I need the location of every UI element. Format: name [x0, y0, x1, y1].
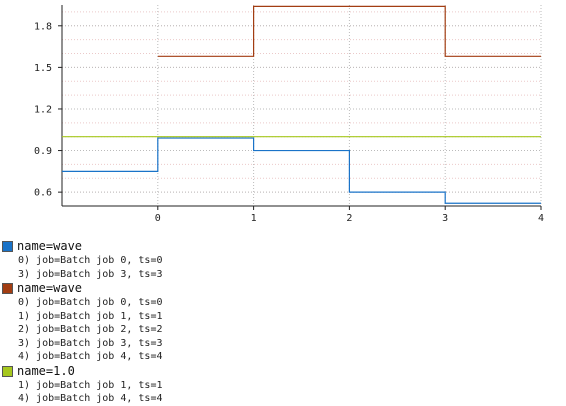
x-tick-label: 2 — [346, 213, 352, 224]
x-tick-label: 3 — [442, 213, 448, 224]
tick-labels: 0.6 0.9 1.2 1.5 1.8 0 1 2 3 4 — [34, 21, 544, 224]
legend-series-name: name=wave — [17, 239, 83, 253]
x-tick-label: 1 — [251, 213, 257, 224]
legend-item: 0) job=Batch job 0, ts=0 — [18, 297, 163, 308]
legend-entry: name=wave — [2, 281, 562, 296]
legend-item: 4) job=Batch job 4, ts=4 — [18, 393, 163, 404]
legend: name=wave 0) job=Batch job 0, ts=0 3) job=… — [2, 239, 562, 406]
y-tick-label: 0.6 — [34, 188, 52, 199]
grid-lines — [62, 5, 542, 207]
legend-group-1: name=wave 0) job=Batch job 0, ts=0 1) job=… — [2, 281, 562, 364]
y-tick-label: 1.5 — [34, 63, 52, 74]
legend-group-0: name=wave 0) job=Batch job 0, ts=0 3) job=… — [2, 239, 562, 281]
y-tick-label: 1.2 — [34, 104, 52, 115]
legend-item: 1) job=Batch job 1, ts=1 — [18, 379, 163, 391]
legend-entry: name=1.0 — [2, 364, 562, 379]
legend-swatch — [2, 283, 13, 294]
y-tick-label: 1.8 — [34, 21, 52, 32]
legend-item: 3) job=Batch job 3, ts=3 — [18, 337, 163, 349]
axes — [58, 5, 542, 210]
legend-swatch — [2, 365, 13, 377]
legend-item: 2) job=Batch job 2, ts=2 — [18, 324, 163, 335]
legend-series-name: name=wave — [17, 281, 83, 295]
series-line-0 — [62, 137, 541, 204]
y-tick-label: 0.9 — [34, 146, 52, 157]
chart-plot: 0.6 0.9 1.2 1.5 1.8 0 1 2 3 4 — [34, 5, 544, 224]
legend-item: 4) job=Batch job 4, ts=4 — [18, 351, 163, 362]
legend-item: 1) job=Batch job 1, ts=1 — [18, 310, 163, 322]
legend-item: 0) job=Batch job 0, ts=0 — [18, 255, 163, 266]
legend-series-name: name=1.0 — [17, 363, 75, 378]
legend-swatch — [2, 241, 13, 252]
series-lines — [62, 5, 541, 204]
x-tick-label: 4 — [538, 213, 544, 224]
x-tick-label: 0 — [155, 213, 161, 224]
legend-group-2: name=1.0 1) job=Batch job 1, ts=1 4) job=B… — [2, 364, 562, 406]
series-line-1 — [157, 5, 541, 57]
legend-item: 3) job=Batch job 3, ts=3 — [18, 268, 163, 280]
legend-entry: name=wave — [2, 239, 562, 254]
